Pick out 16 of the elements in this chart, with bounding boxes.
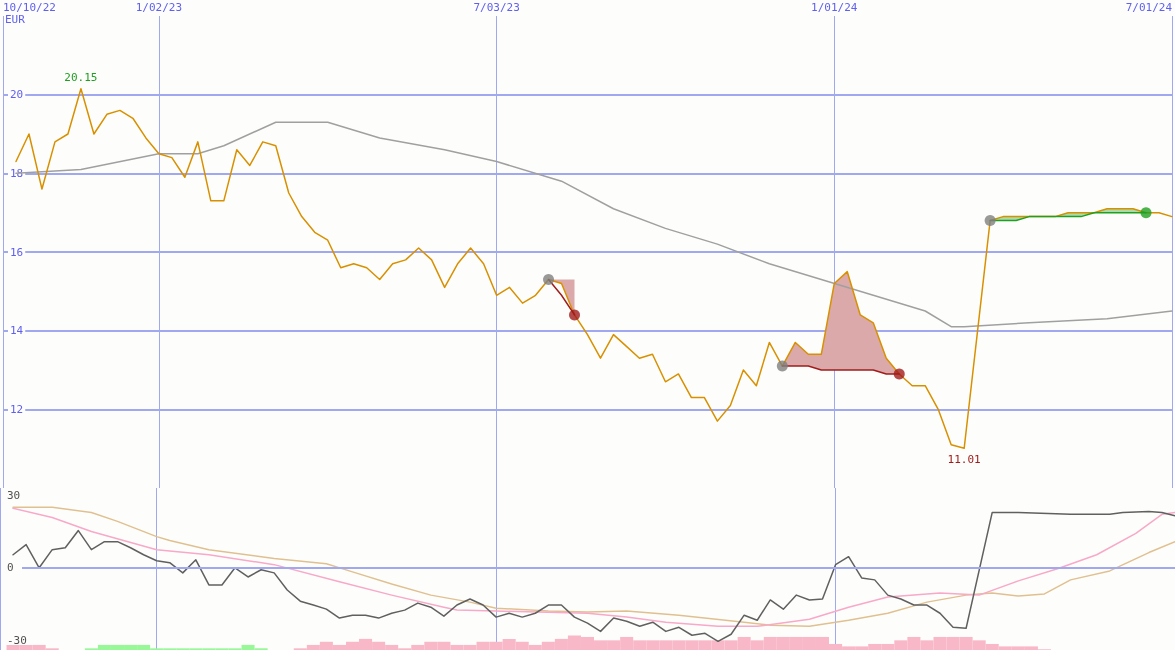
annotation: 11.01: [947, 453, 981, 467]
x-tick-label: 7/01/24: [1125, 1, 1173, 14]
y-tick-label: 18: [10, 166, 24, 180]
y-tick-label: -30: [7, 633, 27, 647]
y-tick-label: 20: [10, 88, 24, 102]
x-tick-label: 10/10/22: [3, 1, 56, 14]
y-tick-label: 0: [7, 561, 14, 575]
y-tick-label: 12: [10, 402, 24, 416]
y-axis-title: EUR: [5, 13, 26, 26]
x-tick-label: 1/02/23: [135, 1, 183, 14]
annotation: 20.15: [64, 70, 98, 84]
x-tick-label: 7/03/23: [473, 1, 520, 14]
x-tick-label: 1/01/24: [811, 1, 858, 14]
y-tick-label: 16: [10, 245, 24, 259]
y-tick-label: 14: [10, 324, 24, 338]
y-tick-label: 30: [7, 488, 21, 502]
